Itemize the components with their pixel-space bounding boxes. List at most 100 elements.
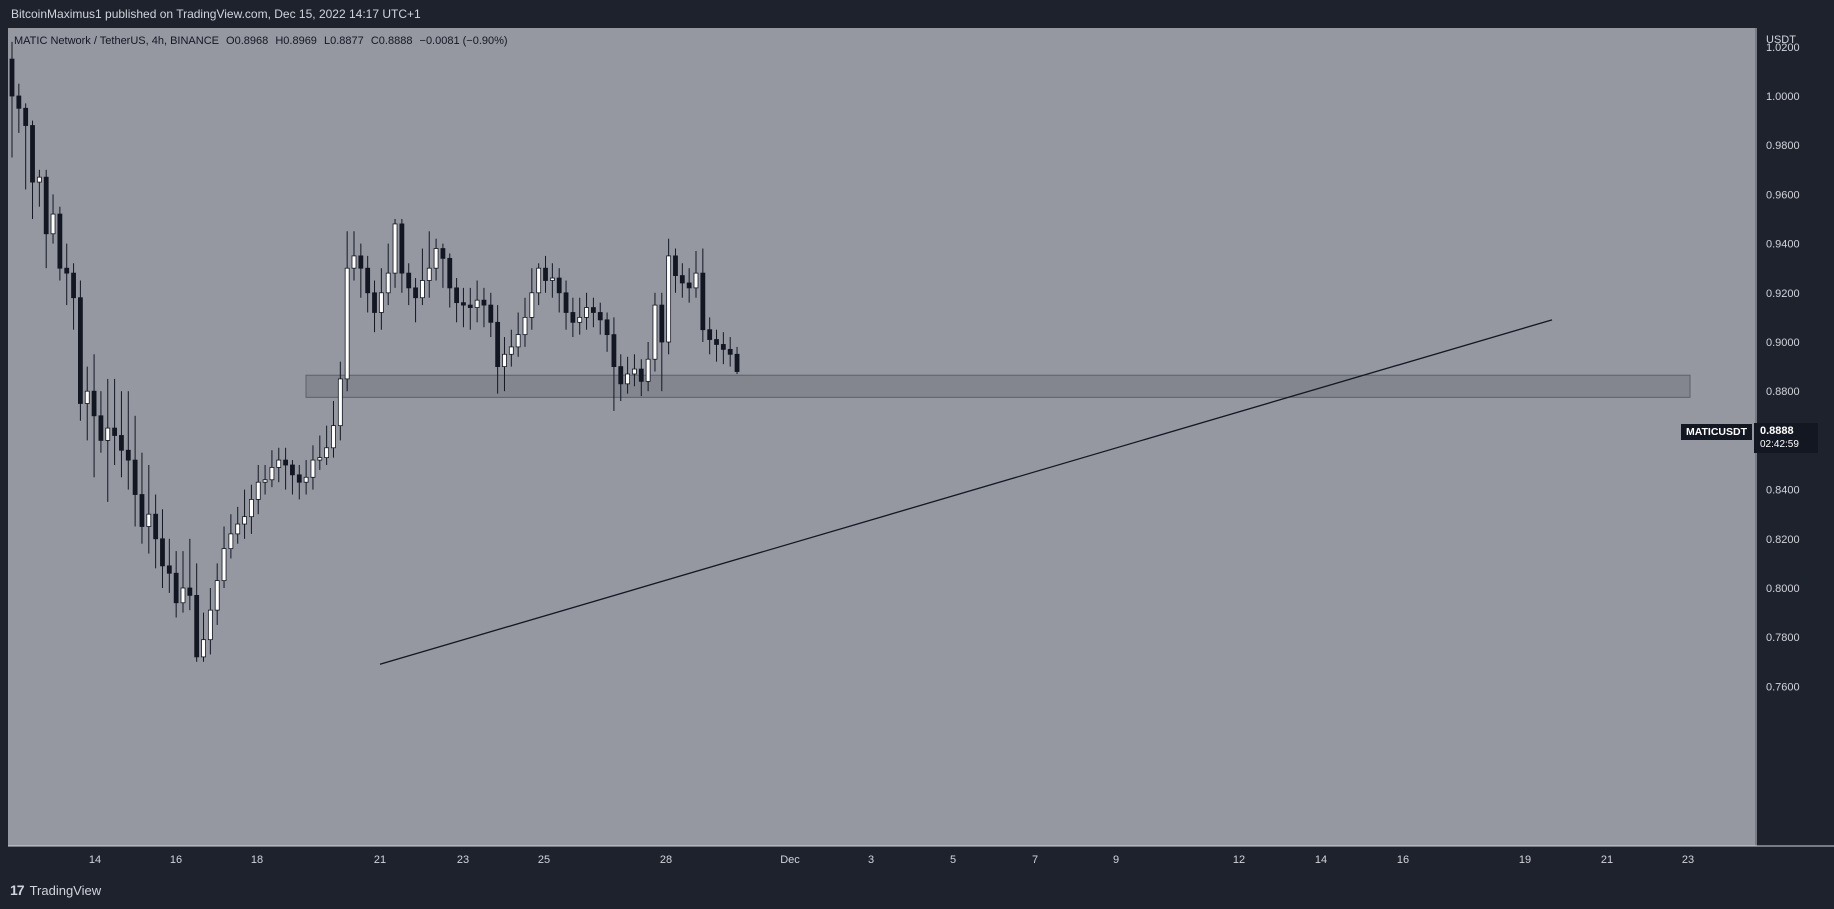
- price-tick-label: 1.0200: [1766, 42, 1800, 54]
- candle: [160, 509, 165, 588]
- time-tick-label: 21: [374, 854, 386, 866]
- support-zone: [305, 374, 1691, 398]
- time-tick-label: Dec: [780, 854, 800, 866]
- candle-body: [23, 107, 29, 126]
- candle-body: [146, 513, 152, 527]
- candle: [201, 612, 206, 662]
- candle: [23, 103, 29, 190]
- candle: [645, 342, 651, 392]
- candle-body: [481, 299, 487, 306]
- candle: [529, 268, 535, 330]
- candle: [207, 588, 213, 655]
- symbol-name: MATIC Network / TetherUS, 4h, BINANCE: [14, 35, 219, 47]
- candle-body: [413, 287, 418, 299]
- candle: [563, 280, 569, 330]
- price-tick-label: 1.0000: [1766, 91, 1800, 103]
- candles-group: [9, 41, 740, 662]
- candle: [262, 465, 268, 495]
- candle: [303, 460, 309, 495]
- price-tick-label: 0.8400: [1766, 485, 1800, 497]
- price-chart[interactable]: 1.0200 1.0000 0.9800 0.9600 0.9400 0.9200 0.90…: [0, 0, 1834, 870]
- candle-body: [543, 267, 548, 281]
- candle-body: [406, 272, 412, 289]
- time-tick-label: 25: [538, 854, 550, 866]
- candle: [365, 255, 371, 313]
- candle: [351, 231, 357, 281]
- candle-body: [399, 223, 405, 274]
- candle: [119, 391, 124, 478]
- last-price-tag: MATICUSDT 0.8888 02:42:59: [1680, 423, 1818, 453]
- candle-body: [679, 275, 685, 284]
- candle: [146, 465, 152, 554]
- candle: [36, 169, 42, 207]
- time-tick-label: 16: [170, 854, 182, 866]
- time-axis[interactable]: 14 16 18 21 23 25 28 Dec 3 5 7 9 12 14 16 19 21 23: [89, 854, 1694, 866]
- change-value: −0.0081 (−0.90%): [419, 35, 508, 47]
- footer-bar: 17 TradingView: [0, 870, 1834, 909]
- candle-body: [372, 292, 377, 313]
- candle: [461, 287, 466, 328]
- candle-body: [173, 572, 179, 604]
- candle-body: [659, 304, 665, 343]
- candle: [30, 120, 35, 219]
- candle-body: [461, 302, 466, 306]
- candle-body: [652, 304, 658, 360]
- candle-body: [132, 459, 138, 495]
- candle-body: [556, 277, 562, 294]
- candle-body: [166, 565, 172, 574]
- last-price: 0.8888: [1760, 425, 1794, 437]
- price-tick-label: 0.8200: [1766, 534, 1800, 546]
- candle: [84, 366, 90, 441]
- ascending-support-trendline[interactable]: [379, 319, 1553, 665]
- candle: [399, 219, 405, 293]
- candle: [242, 489, 247, 539]
- candle: [426, 231, 432, 298]
- candle: [43, 169, 49, 269]
- candle-body: [467, 304, 473, 308]
- time-tick-label: 23: [457, 854, 469, 866]
- candle: [324, 425, 330, 465]
- price-tick-label: 0.9400: [1766, 239, 1800, 251]
- candle: [454, 278, 460, 323]
- candle: [406, 263, 412, 306]
- candle-body: [262, 479, 268, 483]
- candle: [734, 346, 740, 374]
- candle-body: [378, 292, 384, 313]
- candle-body: [214, 580, 220, 611]
- candle: [269, 450, 275, 488]
- candle-body: [331, 425, 336, 449]
- candle: [611, 317, 617, 411]
- candle-body: [358, 255, 364, 269]
- candle: [707, 317, 713, 355]
- candle-body: [611, 334, 617, 367]
- candle-body: [235, 523, 241, 535]
- candle: [392, 219, 398, 288]
- candle-body: [303, 476, 309, 483]
- candle-body: [433, 248, 439, 269]
- candle-body: [502, 353, 507, 367]
- trendline-group: [379, 319, 1553, 665]
- time-tick-label: 28: [660, 854, 672, 866]
- candle: [296, 465, 302, 500]
- candle-body: [488, 304, 494, 323]
- candle: [577, 297, 583, 335]
- candle-body: [255, 481, 261, 500]
- candle-body: [269, 467, 275, 481]
- candle: [481, 287, 487, 328]
- time-tick-label: 9: [1113, 854, 1119, 866]
- candle: [720, 332, 726, 365]
- candle: [686, 268, 692, 303]
- candle: [543, 255, 548, 293]
- tradingview-logo[interactable]: 17 TradingView: [10, 882, 101, 898]
- symbol-tag: MATICUSDT: [1680, 424, 1752, 440]
- candle-body: [290, 464, 295, 476]
- candle: [625, 356, 630, 394]
- candle: [9, 41, 15, 158]
- candle: [214, 563, 220, 625]
- price-box: 0.8888 02:42:59: [1754, 423, 1818, 453]
- candle-body: [700, 272, 706, 331]
- tradingview-brand: TradingView: [29, 882, 102, 898]
- candle-body: [529, 292, 535, 318]
- time-tick-label: 14: [1315, 854, 1327, 866]
- time-tick-label: 14: [89, 854, 101, 866]
